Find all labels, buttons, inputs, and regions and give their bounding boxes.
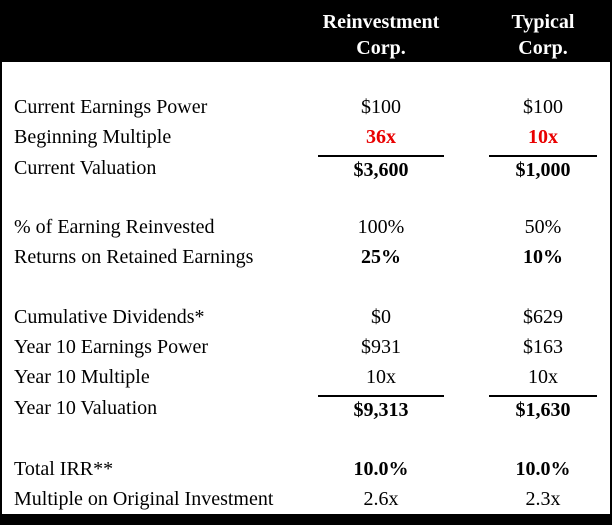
cell-typical: 50% [524, 215, 562, 238]
cell-reinvestment: 10x [366, 365, 396, 388]
row-label: Year 10 Valuation [14, 396, 158, 419]
row-label: Multiple on Original Investment [14, 487, 274, 510]
row-label: Year 10 Multiple [14, 365, 150, 388]
section-gap [2, 424, 610, 454]
column-header-line: Corp. [518, 37, 568, 59]
column-header-reinvestment-corp: Reinvestment Corp. [286, 9, 476, 62]
cell-typical: 10% [523, 245, 563, 268]
cell-typical: $163 [523, 335, 563, 358]
cell-typical: 10.0% [515, 457, 571, 480]
row-label: Year 10 Earnings Power [14, 335, 209, 358]
row-year-10-earnings-power: Year 10 Earnings Power $931 $163 [2, 332, 610, 362]
row-current-valuation: Current Valuation $3,600 $1,000 [2, 152, 610, 184]
row-label: Beginning Multiple [14, 125, 172, 148]
row-cumulative-dividends: Cumulative Dividends* $0 $629 [2, 302, 610, 332]
cell-reinvestment: 25% [361, 245, 401, 268]
cell-reinvestment: $100 [361, 95, 401, 118]
table-header: Reinvestment Corp. Typical Corp. [2, 2, 610, 62]
bottom-border-bar [2, 514, 610, 523]
row-beginning-multiple: Beginning Multiple 36x 10x [2, 122, 610, 152]
cell-reinvestment: 100% [357, 215, 405, 238]
section-gap [2, 184, 610, 212]
row-returns-on-retained-earnings: Returns on Retained Earnings 25% 10% [2, 242, 610, 272]
cell-reinvestment: $3,600 [286, 154, 476, 182]
cell-reinvestment: $0 [371, 305, 391, 328]
cell-reinvestment: $9,313 [286, 394, 476, 422]
cell-typical: 10x [528, 125, 558, 148]
row-label: Returns on Retained Earnings [14, 245, 254, 268]
row-label: Current Earnings Power [14, 95, 208, 118]
cell-typical: 2.3x [525, 487, 561, 510]
cell-typical: $629 [523, 305, 563, 328]
column-header-line: Corp. [356, 37, 406, 59]
cell-reinvestment: $931 [361, 335, 401, 358]
column-header-line: Typical [511, 11, 575, 33]
row-label: % of Earning Reinvested [14, 215, 215, 238]
row-multiple-on-original-investment: Multiple on Original Investment 2.6x 2.3… [2, 484, 610, 514]
row-current-earnings-power: Current Earnings Power $100 $100 [2, 92, 610, 122]
row-label: Cumulative Dividends* [14, 305, 205, 328]
row-percent-of-earning-reinvested: % of Earning Reinvested 100% 50% [2, 212, 610, 242]
section-gap [2, 62, 610, 92]
cell-typical: $100 [523, 95, 563, 118]
row-label: Current Valuation [14, 156, 157, 179]
cell-typical: 10x [528, 365, 558, 388]
column-header-typical-corp: Typical Corp. [476, 9, 610, 62]
header-label-spacer [2, 9, 286, 62]
row-year-10-multiple: Year 10 Multiple 10x 10x [2, 362, 610, 392]
cell-reinvestment: 36x [366, 125, 396, 148]
row-total-irr: Total IRR** 10.0% 10.0% [2, 454, 610, 484]
row-year-10-valuation: Year 10 Valuation $9,313 $1,630 [2, 392, 610, 424]
cell-typical: $1,000 [476, 154, 610, 182]
cell-typical: $1,630 [476, 394, 610, 422]
column-header-line: Reinvestment [322, 11, 440, 33]
section-gap [2, 272, 610, 302]
cell-reinvestment: 2.6x [363, 487, 399, 510]
cell-reinvestment: 10.0% [353, 457, 409, 480]
row-label: Total IRR** [14, 457, 114, 480]
